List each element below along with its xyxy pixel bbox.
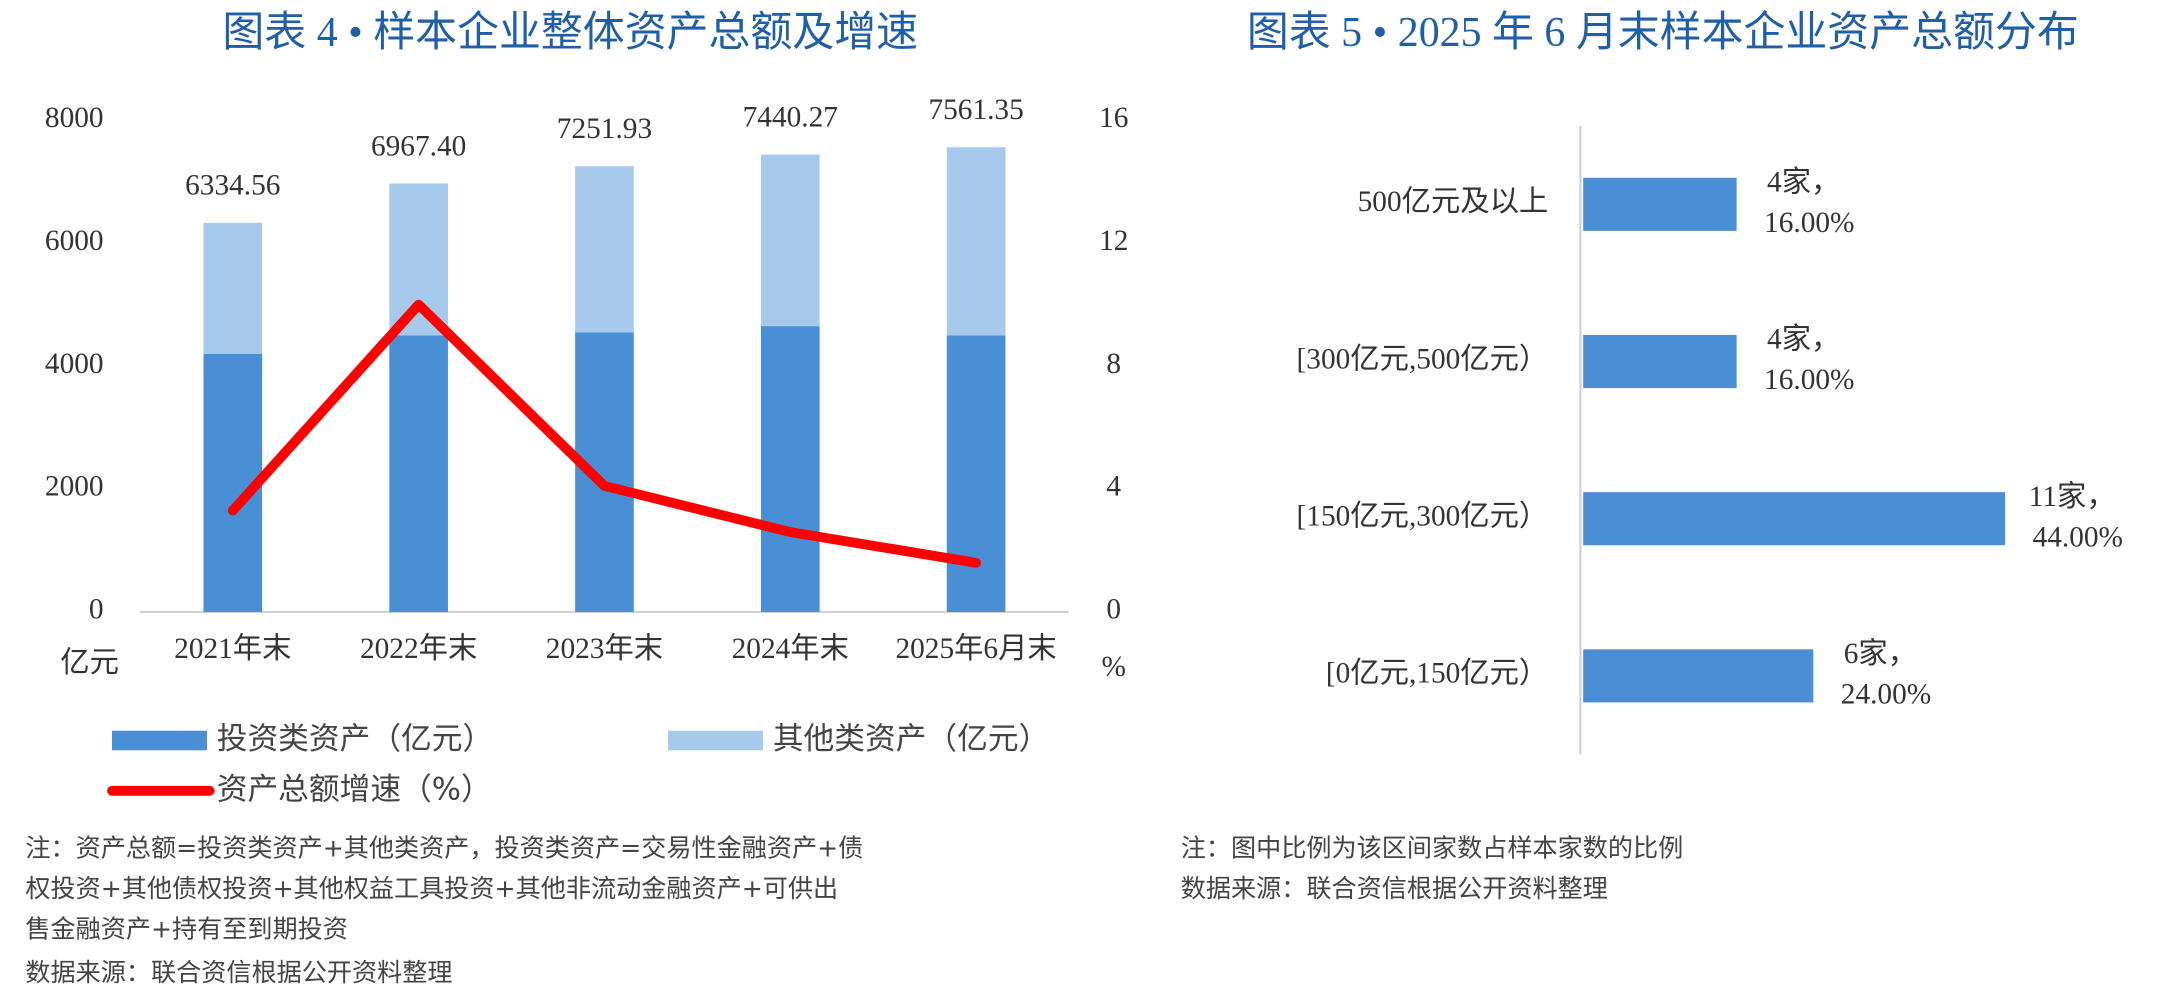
y2-tick-label: 12 bbox=[1099, 225, 1128, 257]
y2-axis-label: % bbox=[1102, 651, 1126, 683]
category-label: 500亿元及以上 bbox=[1358, 185, 1549, 218]
y-tick-label: 6000 bbox=[45, 225, 104, 257]
legend-label: 资产总额增速（%） bbox=[217, 771, 492, 807]
share-label: 24.00% bbox=[1841, 679, 1931, 711]
note: 注：图中比例为该区间家数占样本家数的比例 bbox=[1181, 833, 1684, 862]
total-label: 7251.93 bbox=[557, 113, 652, 145]
y-axis-label: 亿元 bbox=[60, 646, 119, 679]
value-label: 4家， bbox=[1767, 323, 1840, 356]
share-label: 44.00% bbox=[2033, 521, 2123, 553]
bar-segment bbox=[946, 147, 1006, 336]
bar bbox=[1583, 492, 2006, 546]
y-tick-label: 4000 bbox=[45, 348, 104, 380]
y2-tick-label: 4 bbox=[1106, 471, 1121, 503]
y-tick-label: 0 bbox=[89, 594, 104, 626]
legend-swatch bbox=[111, 730, 207, 751]
total-label: 6967.40 bbox=[371, 130, 466, 162]
x-tick-label: 2025年6月末 bbox=[895, 632, 1056, 665]
y-tick-label: 8000 bbox=[45, 102, 104, 134]
y2-tick-label: 0 bbox=[1106, 594, 1121, 626]
source: 数据来源：联合资信根据公开资料整理 bbox=[25, 958, 452, 987]
bar-segment bbox=[760, 326, 820, 612]
x-tick-label: 2024年末 bbox=[732, 632, 849, 665]
y-tick-label: 2000 bbox=[45, 471, 104, 503]
category-label: [300亿元,500亿元） bbox=[1297, 342, 1549, 375]
total-label: 6334.56 bbox=[185, 169, 280, 201]
legend-swatch bbox=[668, 730, 764, 751]
note: 售金融资产+持有至到期投资 bbox=[25, 915, 348, 944]
bar-segment bbox=[389, 183, 448, 336]
chart-title: 图表 5 • 2025 年 6 月末样本企业资产总额分布 bbox=[1247, 9, 2079, 56]
bar-segment bbox=[760, 154, 820, 327]
total-label: 7440.27 bbox=[743, 101, 838, 133]
bar bbox=[1583, 649, 1814, 703]
x-tick-label: 2023年末 bbox=[546, 632, 663, 665]
legend-label: 投资类资产（亿元） bbox=[217, 721, 493, 757]
legend-label: 其他类资产（亿元） bbox=[773, 721, 1049, 757]
category-label: [0亿元,150亿元） bbox=[1326, 657, 1548, 690]
y2-tick-label: 8 bbox=[1106, 348, 1121, 380]
bar bbox=[1583, 177, 1737, 231]
bar-segment bbox=[389, 335, 448, 612]
share-label: 16.00% bbox=[1764, 207, 1854, 239]
value-label: 11家， bbox=[2029, 480, 2116, 513]
note: 权投资+其他债权投资+其他权益工具投资+其他非流动金融资产+可供出 bbox=[25, 874, 838, 903]
share-label: 16.00% bbox=[1764, 364, 1854, 396]
x-tick-label: 2022年末 bbox=[360, 632, 477, 665]
bar bbox=[1583, 334, 1737, 389]
y2-tick-label: 16 bbox=[1099, 102, 1128, 134]
value-label: 4家， bbox=[1767, 166, 1840, 199]
bar-segment bbox=[575, 166, 634, 333]
category-label: [150亿元,300亿元） bbox=[1297, 499, 1549, 532]
bar-segment bbox=[203, 222, 263, 354]
total-label: 7561.35 bbox=[928, 94, 1023, 126]
x-tick-label: 2021年末 bbox=[174, 632, 291, 665]
line bbox=[227, 299, 982, 568]
bar-segment bbox=[946, 335, 1006, 612]
note: 注：资产总额=投资类资产+其他类资产，投资类资产=交易性金融资产+债 bbox=[25, 833, 863, 862]
chart-title: 图表 4 • 样本企业整体资产总额及增速 bbox=[222, 9, 918, 56]
value-label: 6家， bbox=[1844, 637, 1917, 670]
source: 数据来源：联合资信根据公开资料整理 bbox=[1181, 874, 1608, 903]
